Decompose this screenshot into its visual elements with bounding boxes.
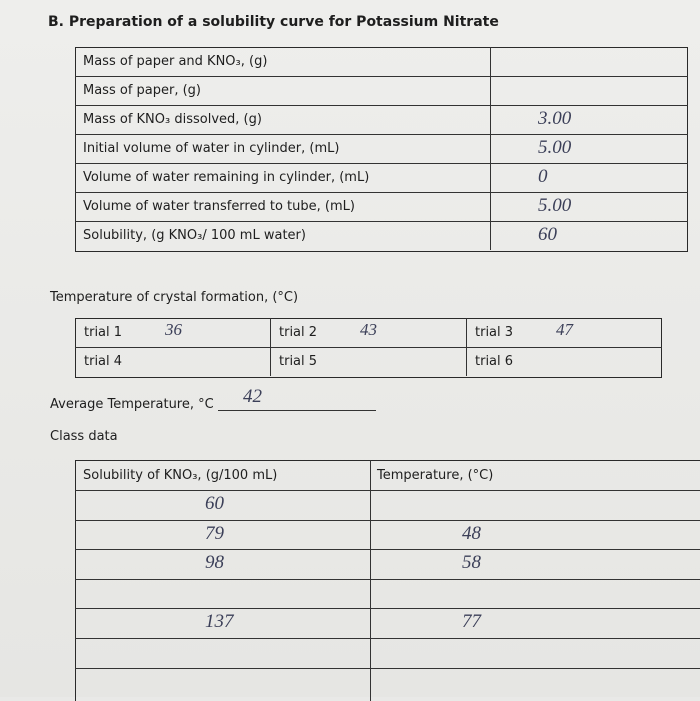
temperature-value: 48 (462, 522, 481, 544)
class-data-heading: Class data (50, 429, 118, 444)
trials-table (75, 318, 662, 378)
column-divider (490, 47, 491, 250)
average-underline (218, 410, 376, 411)
row-divider (75, 608, 700, 610)
column-header: Solubility of KNO₃, (g/100 mL) (83, 468, 278, 483)
row-divider (75, 638, 700, 639)
trial-label: trial 5 (279, 354, 318, 369)
average-value: 42 (243, 386, 262, 407)
trial-label: trial 4 (84, 354, 123, 369)
row-label: Initial volume of water in cylinder, (mL… (83, 141, 340, 156)
row-divider (75, 163, 688, 164)
solubility-value: 60 (205, 493, 224, 514)
row-divider (75, 221, 688, 222)
row-label: Mass of paper, (g) (83, 83, 201, 98)
trials-heading: Temperature of crystal formation, (°C) (50, 290, 299, 305)
trial-value: 36 (165, 320, 182, 339)
trial-label: trial 6 (475, 354, 514, 369)
row-divider (75, 578, 700, 580)
class-data-table (75, 460, 700, 701)
row-label: Volume of water transferred to tube, (mL… (83, 199, 355, 214)
row-divider (75, 105, 688, 106)
row-divider (75, 490, 700, 491)
solubility-value: 79 (205, 522, 224, 544)
data-table (75, 47, 688, 252)
row-divider (75, 347, 662, 348)
row-label: Mass of KNO₃ dissolved, (g) (83, 112, 262, 127)
row-label: Mass of paper and KNO₃, (g) (83, 54, 268, 69)
row-value: 60 (538, 224, 557, 245)
row-label: Volume of water remaining in cylinder, (… (83, 170, 370, 185)
trial-label: trial 3 (475, 325, 514, 340)
row-divider (75, 134, 688, 135)
row-value: 5.00 (538, 137, 572, 158)
solubility-value: 137 (205, 611, 234, 633)
average-label: Average Temperature, °C (50, 397, 214, 412)
row-value: 0 (538, 166, 548, 187)
column-divider (370, 460, 371, 701)
temperature-value: 77 (462, 611, 481, 633)
row-label: Solubility, (g KNO₃/ 100 mL water) (83, 228, 306, 243)
row-divider (75, 667, 700, 669)
row-divider (75, 549, 700, 551)
temperature-value: 58 (462, 552, 481, 574)
row-value: 5.00 (538, 195, 572, 216)
solubility-value: 98 (205, 552, 224, 574)
row-value: 3.00 (538, 108, 572, 129)
section-title: B. Preparation of a solubility curve for… (48, 14, 499, 30)
row-divider (75, 192, 688, 193)
trial-value: 47 (556, 320, 573, 339)
trial-value: 43 (360, 320, 377, 339)
row-divider (75, 519, 700, 521)
trial-label: trial 2 (279, 325, 318, 340)
column-header: Temperature, (°C) (377, 468, 494, 483)
row-divider (75, 76, 688, 77)
trial-label: trial 1 (84, 325, 123, 340)
